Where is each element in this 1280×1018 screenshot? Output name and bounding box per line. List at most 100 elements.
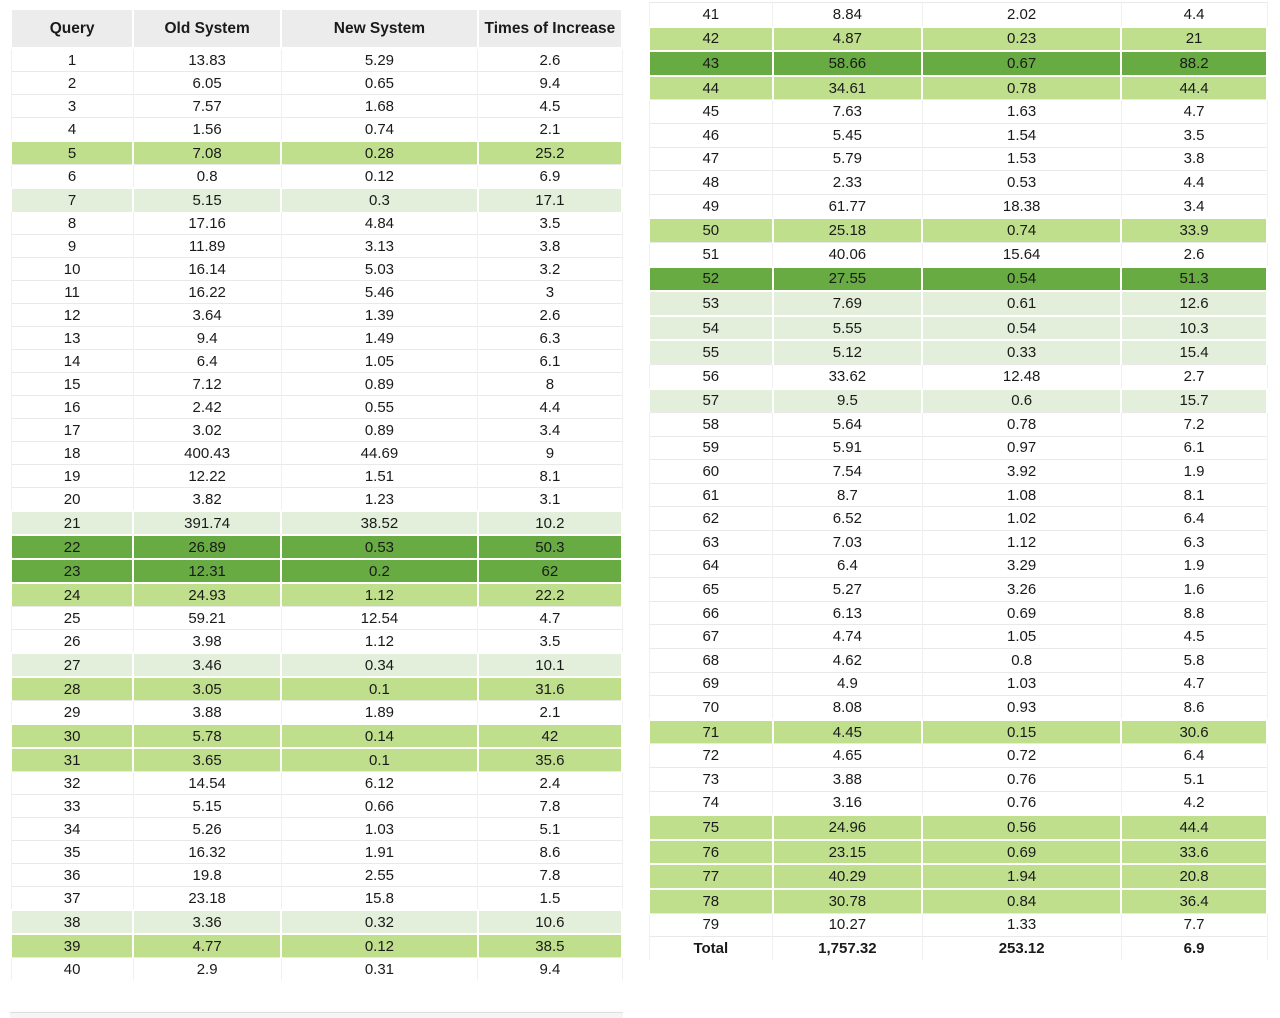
new-system-cell: 0.89 (280, 418, 479, 442)
query-cell: 31 (9, 747, 135, 772)
old-system-cell: 391.74 (132, 510, 283, 535)
times-of-increase-cell: 33.9 (1120, 217, 1268, 243)
new-system-cell: 3.29 (921, 553, 1122, 578)
times-of-increase-cell: 31.6 (476, 676, 624, 701)
old-system-cell: 3.02 (132, 418, 282, 442)
old-system-cell: 6.4 (772, 553, 923, 578)
query-cell: 7 (9, 187, 135, 212)
table-row: 14 6.4 1.05 6.1 (10, 349, 623, 373)
old-system-cell: 8.08 (772, 695, 923, 720)
times-of-increase-cell: 3.1 (477, 487, 623, 511)
query-cell: 63 (648, 530, 774, 555)
times-of-increase-cell: 10.6 (476, 909, 624, 934)
new-system-cell: 0.53 (280, 534, 479, 559)
query-cell: 44 (648, 74, 774, 100)
old-system-cell: 30.78 (771, 887, 924, 914)
times-of-increase-cell: 5.1 (477, 817, 623, 841)
times-of-increase-cell: 8.8 (1120, 600, 1268, 625)
query-cell: 78 (648, 887, 774, 914)
old-system-cell: 40.06 (772, 241, 923, 267)
times-of-increase-cell: 21 (1120, 25, 1268, 52)
times-of-increase-cell: 4.7 (477, 606, 623, 630)
query-cell: 34 (10, 817, 134, 841)
times-of-increase-cell: 44.4 (1120, 74, 1268, 100)
new-system-cell: 44.69 (280, 441, 479, 465)
new-system-cell: 0.33 (921, 339, 1123, 365)
table-row: 1 13.83 5.29 2.6 (10, 47, 623, 72)
cropped-next-row-sliver (10, 1012, 623, 1018)
new-system-cell: 0.32 (280, 909, 479, 934)
old-system-cell: 58.66 (771, 50, 924, 76)
query-cell: 48 (648, 170, 774, 195)
query-cell: 61 (648, 482, 774, 507)
old-system-cell: 11.89 (132, 234, 282, 258)
times-of-increase-cell: 3.2 (477, 257, 623, 281)
query-cell: 9 (10, 234, 134, 258)
query-cell: 41 (648, 1, 774, 27)
times-of-increase-cell: 8.1 (477, 464, 623, 488)
times-of-increase-cell: 6.1 (1120, 435, 1268, 460)
query-cell: 72 (648, 743, 774, 768)
table-row: 17 3.02 0.89 3.4 (10, 418, 623, 442)
old-system-cell: 6.52 (772, 506, 923, 531)
new-system-cell: 12.48 (921, 363, 1122, 389)
times-of-increase-cell: 3.8 (477, 234, 623, 258)
times-of-increase-cell: 8 (477, 372, 623, 396)
times-of-increase-cell: 6.3 (477, 326, 623, 350)
table-row: 43 58.66 0.67 88.2 (648, 50, 1268, 76)
table-row: 5 7.08 0.28 25.2 (9, 140, 624, 165)
new-system-cell: 1.49 (280, 326, 479, 350)
new-system-cell: 1.03 (280, 817, 479, 841)
table-row: 62 6.52 1.02 6.4 (648, 506, 1268, 531)
table-row: 22 26.89 0.53 50.3 (9, 534, 624, 559)
old-system-cell: 4.62 (772, 648, 923, 673)
new-system-cell: 15.64 (921, 241, 1122, 267)
table-row: 39 4.77 0.12 38.5 (9, 933, 624, 958)
new-system-cell: 0.55 (280, 395, 479, 419)
times-of-increase-cell: 6.9 (1120, 936, 1268, 960)
times-of-increase-cell: 3.4 (477, 418, 623, 442)
left-table-wrap: Query Old System New System Times of Inc… (9, 10, 624, 980)
table-row: 47 5.79 1.53 3.8 (648, 146, 1268, 171)
query-cell: 43 (648, 50, 774, 76)
times-of-increase-cell: 8.6 (1120, 695, 1268, 720)
old-system-cell: 1.56 (132, 117, 282, 141)
new-system-cell: 0.53 (921, 170, 1122, 195)
query-cell: 45 (648, 99, 774, 124)
old-system-cell: 400.43 (132, 441, 282, 465)
query-cell: 40 (10, 957, 134, 980)
table-row: 72 4.65 0.72 6.4 (648, 743, 1268, 768)
table-row: 21 391.74 38.52 10.2 (9, 510, 624, 535)
query-cell: 74 (648, 790, 774, 816)
new-system-cell: 0.8 (921, 648, 1122, 673)
query-cell: 49 (648, 193, 774, 219)
times-of-increase-cell: 25.2 (476, 140, 624, 165)
old-system-cell: 19.8 (132, 863, 282, 887)
query-comparison-table-right: 41 8.84 2.02 4.4 42 4.87 0.23 21 43 58.66 0.67 88.2… (648, 1, 1268, 960)
times-of-increase-cell: 6.4 (1120, 743, 1268, 768)
table-row: 75 24.96 0.56 44.4 (648, 814, 1268, 840)
times-of-increase-cell: 17.1 (476, 187, 624, 212)
query-cell: 1 (10, 47, 134, 72)
table-row: 76 23.15 0.69 33.6 (648, 838, 1268, 865)
times-of-increase-cell: 6.4 (1120, 506, 1268, 531)
old-system-cell: 5.64 (772, 412, 923, 437)
times-of-increase-cell: 4.4 (1120, 170, 1268, 195)
old-system-cell: 2.42 (132, 395, 282, 419)
table-row: 3 7.57 1.68 4.5 (10, 94, 623, 118)
times-of-increase-cell: 3.5 (477, 211, 623, 235)
table-row: 79 10.27 1.33 7.7 (648, 912, 1268, 937)
new-system-cell: 2.02 (921, 1, 1122, 27)
old-system-cell: 7.08 (132, 140, 283, 165)
query-cell: 29 (10, 700, 134, 724)
table-row: 30 5.78 0.14 42 (9, 723, 624, 748)
new-system-cell: 0.3 (280, 187, 479, 212)
new-system-cell: 0.76 (921, 767, 1122, 792)
query-cell: 55 (648, 339, 774, 365)
new-system-cell: 1.91 (280, 840, 479, 864)
table-row: 42 4.87 0.23 21 (648, 25, 1268, 52)
old-system-cell: 17.16 (132, 211, 282, 235)
times-of-increase-cell: 9 (477, 441, 623, 465)
old-system-cell: 34.61 (771, 74, 924, 100)
table-row: 74 3.16 0.76 4.2 (648, 790, 1268, 816)
